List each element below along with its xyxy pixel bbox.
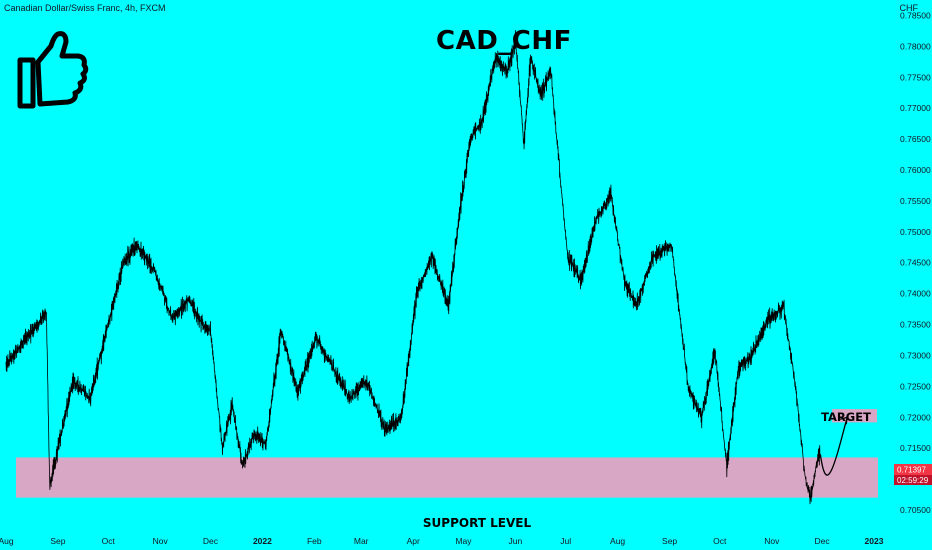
y-tick-label: 0.78500 <box>900 11 931 21</box>
last-price-label: 0.71397 <box>897 466 926 475</box>
x-tick-label: Dec <box>203 536 219 546</box>
x-tick-label: Jun <box>509 536 523 546</box>
x-tick-label: Sep <box>50 536 65 546</box>
price-series <box>5 30 821 505</box>
countdown-label: 02:59:29 <box>897 476 929 485</box>
x-axis: Aug Sep Oct Nov Dec 2022 Feb Mar Apr May Jun Jul Aug… <box>0 536 884 546</box>
projection-arrow <box>819 416 848 476</box>
x-tick-label: Mar <box>354 536 369 546</box>
y-axis: 0.78500 0.78000 0.77500 0.77000 0.76500 0.760… <box>900 11 931 516</box>
x-tick-label: Aug <box>0 536 14 546</box>
chart-title: CAD_CHF <box>436 26 572 56</box>
y-tick-label: 0.72000 <box>900 412 931 422</box>
y-tick-label: 0.74000 <box>900 289 931 299</box>
x-tick-label: Aug <box>610 536 625 546</box>
x-tick-label: Nov <box>153 536 169 546</box>
x-tick-label: Nov <box>764 536 780 546</box>
thumbs-up-icon <box>17 31 89 109</box>
x-tick-label: May <box>455 536 472 546</box>
x-tick-label: Sep <box>662 536 677 546</box>
support-level-label: SUPPORT LEVEL <box>423 516 532 530</box>
support-zone <box>16 457 878 498</box>
x-tick-label: Oct <box>713 536 727 546</box>
y-tick-label: 0.72500 <box>900 381 931 391</box>
y-tick-label: 0.75500 <box>900 196 931 206</box>
projection-arrowhead <box>840 416 848 425</box>
y-tick-label: 0.75000 <box>900 227 931 237</box>
y-tick-label: 0.71500 <box>900 443 931 453</box>
x-tick-label: Dec <box>815 536 831 546</box>
y-tick-label: 0.70500 <box>900 505 931 515</box>
x-tick-label: 2023 <box>865 536 884 546</box>
y-tick-label: 0.76000 <box>900 165 931 175</box>
x-tick-label: Feb <box>307 536 322 546</box>
y-tick-label: 0.74500 <box>900 258 931 268</box>
symbol-info: Canadian Dollar/Swiss Franc, 4h, FXCM <box>4 3 166 13</box>
y-tick-label: 0.76500 <box>900 134 931 144</box>
y-tick-label: 0.78000 <box>900 41 931 51</box>
currency-label: CHF <box>899 3 919 13</box>
y-tick-label: 0.77000 <box>900 103 931 113</box>
projection-curve <box>819 417 848 476</box>
price-line <box>5 30 821 505</box>
x-tick-label: 2022 <box>253 536 272 546</box>
y-tick-label: 0.77500 <box>900 72 931 82</box>
x-tick-label: Apr <box>407 536 420 546</box>
y-tick-label: 0.73000 <box>900 351 931 361</box>
y-tick-label: 0.73500 <box>900 320 931 330</box>
x-tick-label: Oct <box>102 536 116 546</box>
last-price-tag: 0.71397 02:59:29 <box>894 464 932 485</box>
x-tick-label: Jul <box>560 536 571 546</box>
